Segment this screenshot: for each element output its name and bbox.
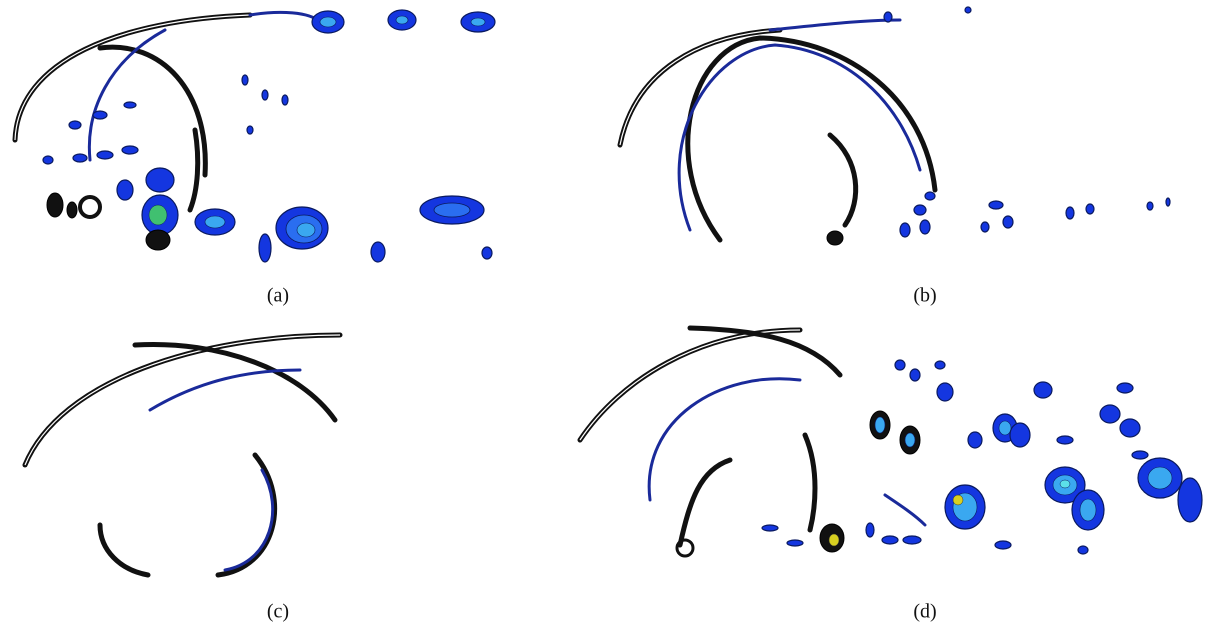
vortex	[1166, 198, 1170, 206]
contour-line	[580, 330, 800, 440]
vortex-sheet	[580, 330, 800, 440]
vortex	[262, 90, 268, 100]
vortex-sheet	[218, 455, 275, 575]
vortex-sheet	[100, 525, 148, 575]
vortex	[1120, 419, 1140, 437]
panel-label: (c)	[267, 601, 289, 623]
vortex	[67, 202, 77, 218]
vortex-sheet	[150, 370, 300, 410]
vortex	[920, 220, 930, 234]
vortex-sheet	[25, 335, 340, 465]
vortex	[1100, 405, 1120, 423]
vortex	[895, 360, 905, 370]
vortex	[925, 192, 935, 200]
vortex	[905, 433, 915, 447]
panel-a: (a)	[15, 10, 495, 307]
vortex	[1003, 216, 1013, 228]
panel-label: (d)	[913, 601, 936, 623]
vortex	[1147, 202, 1153, 210]
vortex	[981, 222, 989, 232]
vortex	[866, 523, 874, 537]
panel-label: (b)	[913, 285, 936, 307]
vortex	[875, 417, 885, 433]
vortex	[965, 7, 971, 13]
vortex	[999, 421, 1011, 435]
figure: (a) (b) (c)	[0, 0, 1209, 635]
vortex	[93, 111, 107, 119]
vortex	[903, 536, 921, 544]
vortex-sheet	[830, 135, 856, 225]
vortex	[935, 361, 945, 369]
vortex	[989, 201, 1003, 209]
vortex	[259, 234, 271, 262]
vortex	[69, 121, 81, 129]
vortex	[914, 205, 926, 215]
vortex	[97, 151, 113, 159]
vortex	[47, 193, 63, 217]
vortex	[995, 541, 1011, 549]
vortex	[242, 75, 248, 85]
vortex	[762, 525, 778, 531]
vortex	[149, 205, 167, 225]
vortex-sheet	[225, 470, 273, 570]
vortex	[117, 180, 133, 200]
vortex	[1057, 436, 1073, 444]
vortex	[884, 12, 892, 22]
vortex-sheet	[679, 45, 920, 230]
panel-label: (a)	[267, 285, 289, 307]
vortex-sheet	[15, 15, 250, 140]
vortex-sheet	[680, 460, 730, 545]
vortex	[1117, 383, 1133, 393]
vortex-sheet	[805, 435, 815, 530]
vortex	[1178, 478, 1202, 522]
vortex	[205, 216, 225, 228]
vortex-sheet	[649, 379, 800, 500]
vortex-sheet	[690, 328, 840, 375]
vortex	[968, 432, 982, 448]
vortex-sheet	[250, 12, 320, 22]
vortex-sheet	[135, 344, 335, 420]
vortex	[247, 126, 253, 134]
panel-b: (b)	[620, 7, 1170, 307]
vortex	[1066, 207, 1074, 219]
vortex	[146, 168, 174, 192]
vortex	[297, 223, 315, 237]
vortex	[787, 540, 803, 546]
vortex	[882, 536, 898, 544]
vortex	[1080, 499, 1096, 521]
vortex	[80, 197, 100, 217]
panel-d: (d)	[580, 328, 1202, 623]
vortex	[43, 156, 53, 164]
vortex	[146, 230, 170, 250]
vortex	[73, 154, 87, 162]
vortex	[1010, 423, 1030, 447]
vortex	[910, 369, 920, 381]
vortex	[1060, 480, 1070, 488]
vortex	[471, 18, 485, 26]
vortex	[900, 223, 910, 237]
vortex-sheet	[885, 495, 925, 525]
vortex	[434, 203, 470, 217]
vortex	[1078, 546, 1088, 554]
panel-c: (c)	[25, 335, 340, 623]
vortex	[396, 16, 408, 24]
vortex-sheet	[770, 20, 900, 30]
vortex	[677, 540, 693, 556]
vortex	[827, 231, 843, 245]
vortex	[124, 102, 136, 108]
vortex	[482, 247, 492, 259]
vortex-sheet	[190, 130, 198, 210]
vortex	[371, 242, 385, 262]
vortex	[320, 17, 336, 27]
vortex	[1086, 204, 1094, 214]
vortex	[937, 383, 953, 401]
vortex-sheet	[100, 47, 205, 175]
vortex	[1132, 451, 1148, 459]
vortex	[1034, 382, 1052, 398]
vortex	[953, 495, 963, 505]
vortex	[829, 534, 839, 546]
vortex	[1148, 467, 1172, 489]
vortex	[122, 146, 138, 154]
vortex	[282, 95, 288, 105]
